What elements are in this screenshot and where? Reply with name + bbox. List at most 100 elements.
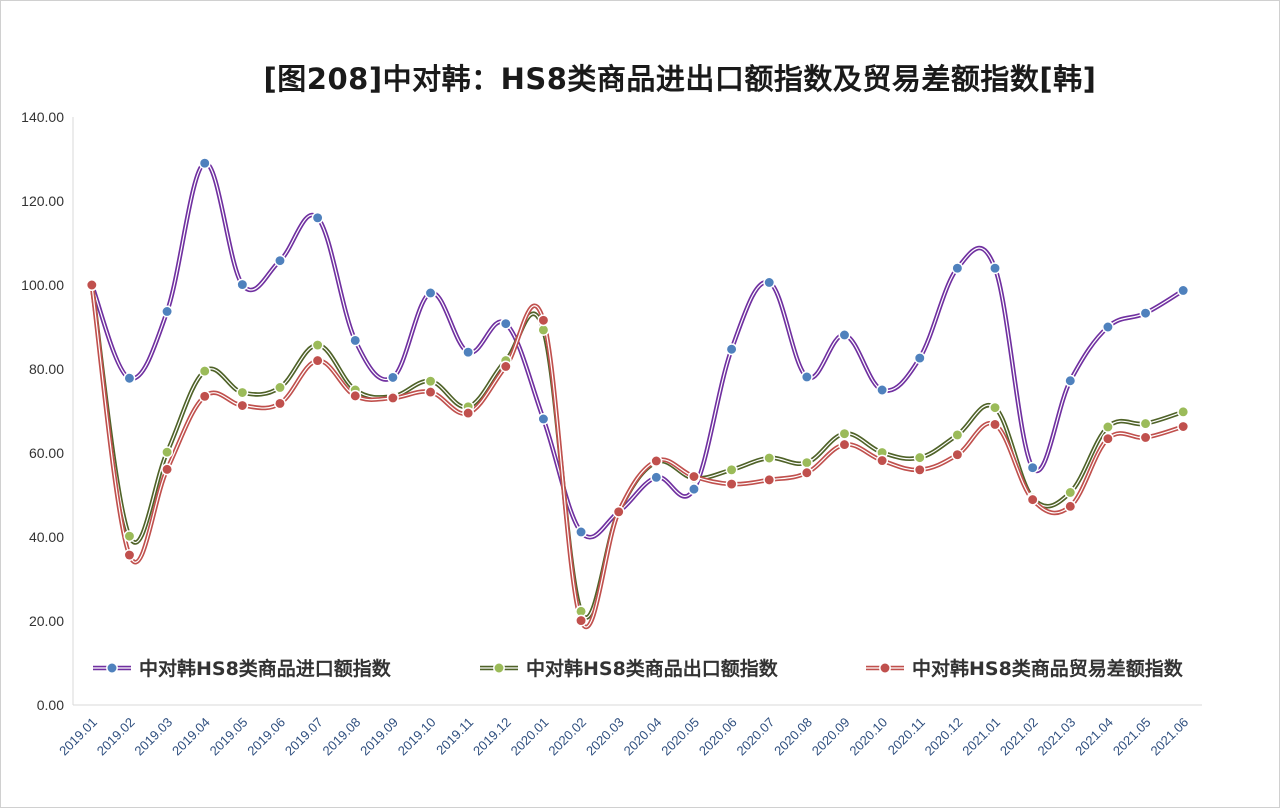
series-3-point <box>1026 493 1039 506</box>
x-tick-label: 2019.02 <box>94 715 138 759</box>
series-3-point <box>951 448 964 461</box>
series-1-point <box>386 371 399 384</box>
x-tick-label: 2021.03 <box>1035 715 1079 759</box>
series-3-point <box>1064 500 1077 513</box>
series-2-point <box>800 456 813 469</box>
y-tick-label: 0.00 <box>37 697 64 713</box>
series-3-point <box>1101 432 1114 445</box>
series-1-point <box>424 287 437 299</box>
legend-item-2: 中对韩HS8类商品出口额指数 <box>480 657 779 680</box>
series-2-point <box>537 323 550 336</box>
series-2-point <box>913 451 926 464</box>
legend-marker <box>879 662 891 674</box>
series-line-core-2 <box>91 284 1184 619</box>
series-3-point <box>838 438 851 451</box>
series-1-point <box>876 384 889 396</box>
x-tick-label: 2021.02 <box>997 715 1041 759</box>
x-tick-label: 2019.05 <box>207 715 251 759</box>
series-3-point <box>123 549 136 562</box>
series-2-point <box>424 375 437 388</box>
series-2-point <box>198 365 211 378</box>
y-tick-label: 140.00 <box>21 109 64 125</box>
series-1-point <box>198 157 211 170</box>
series-1-point <box>349 334 362 347</box>
series-2-point <box>1064 486 1077 499</box>
series-2-point <box>725 463 738 476</box>
x-tick-label: 2020.11 <box>885 715 928 758</box>
x-tick-label: 2021.01 <box>959 715 1003 759</box>
series-3-point <box>612 505 625 518</box>
x-tick-label: 2020.10 <box>846 715 890 759</box>
series-3-point <box>198 390 211 403</box>
x-tick-label: 2021.04 <box>1072 715 1116 759</box>
series-2-point <box>1101 421 1114 433</box>
series-1-point <box>537 413 550 425</box>
series-3-point <box>650 455 663 467</box>
series-1-point <box>575 526 587 538</box>
x-tick-label: 2019.01 <box>56 715 100 759</box>
series-1-point <box>951 262 964 275</box>
series-3-point <box>688 470 700 483</box>
series-1-point <box>1064 374 1077 387</box>
x-tick-label: 2019.10 <box>395 715 439 759</box>
series-1-point <box>989 262 1001 275</box>
series-3-point <box>311 354 324 367</box>
x-tick-label: 2019.03 <box>131 715 175 759</box>
x-tick-label: 2020.02 <box>545 715 589 759</box>
x-tick-label: 2020.12 <box>922 715 966 759</box>
series-1-point <box>913 352 926 365</box>
x-tick-label: 2019.12 <box>470 715 514 759</box>
y-tick-label: 60.00 <box>29 445 64 461</box>
series-1-point <box>1177 284 1190 297</box>
series-1-point <box>123 372 136 385</box>
series-2-point <box>763 452 776 464</box>
series-3-point <box>85 279 98 291</box>
x-tick-label: 2020.07 <box>733 715 777 759</box>
series-3-point <box>876 454 889 467</box>
series-2-point <box>274 381 286 394</box>
series-1-point <box>161 305 174 318</box>
y-tick-label: 120.00 <box>21 193 64 209</box>
x-tick-label: 2020.04 <box>621 715 665 759</box>
series-line-3 <box>89 284 1184 630</box>
y-tick-label: 20.00 <box>29 613 64 629</box>
series-1-point <box>763 276 776 289</box>
x-tick-label: 2019.07 <box>282 715 326 759</box>
x-tick-label: 2019.04 <box>169 715 213 759</box>
series-2-point <box>311 339 324 352</box>
series-3-point <box>349 389 362 402</box>
x-tick-label: 2020.06 <box>696 715 740 759</box>
series-line-core-3 <box>91 284 1184 628</box>
series-2-point <box>989 401 1001 414</box>
series-2-point <box>236 386 249 399</box>
series-3-point <box>800 466 813 479</box>
legend-label: 中对韩HS8类商品进口额指数 <box>139 657 392 680</box>
series-2-point <box>951 428 964 441</box>
series-3-point <box>913 463 926 476</box>
series-3-point <box>236 399 249 412</box>
legend-marker <box>106 662 118 674</box>
x-tick-label: 2021.05 <box>1110 715 1154 759</box>
x-tick-label: 2020.09 <box>809 715 853 759</box>
series-2-point <box>161 446 174 459</box>
series-1-point <box>725 343 738 356</box>
x-tick-label: 2020.05 <box>658 715 702 759</box>
x-tick-label: 2019.11 <box>433 715 476 758</box>
y-tick-label: 40.00 <box>29 529 64 545</box>
series-3-point <box>763 473 776 486</box>
series-1-point <box>650 471 663 484</box>
series-2-point <box>123 530 136 543</box>
x-tick-label: 2020.08 <box>771 715 815 759</box>
series-1-point <box>688 483 700 496</box>
x-tick-label: 2020.03 <box>583 715 627 759</box>
series-3-point <box>725 478 738 491</box>
series-line-core-1 <box>91 162 1184 538</box>
series-3-point <box>499 360 512 373</box>
series-3-point <box>575 614 587 627</box>
series-2-point <box>838 427 851 440</box>
series-1-point <box>800 371 813 383</box>
series-3-point <box>161 463 174 476</box>
legend-label: 中对韩HS8类商品出口额指数 <box>526 657 779 680</box>
